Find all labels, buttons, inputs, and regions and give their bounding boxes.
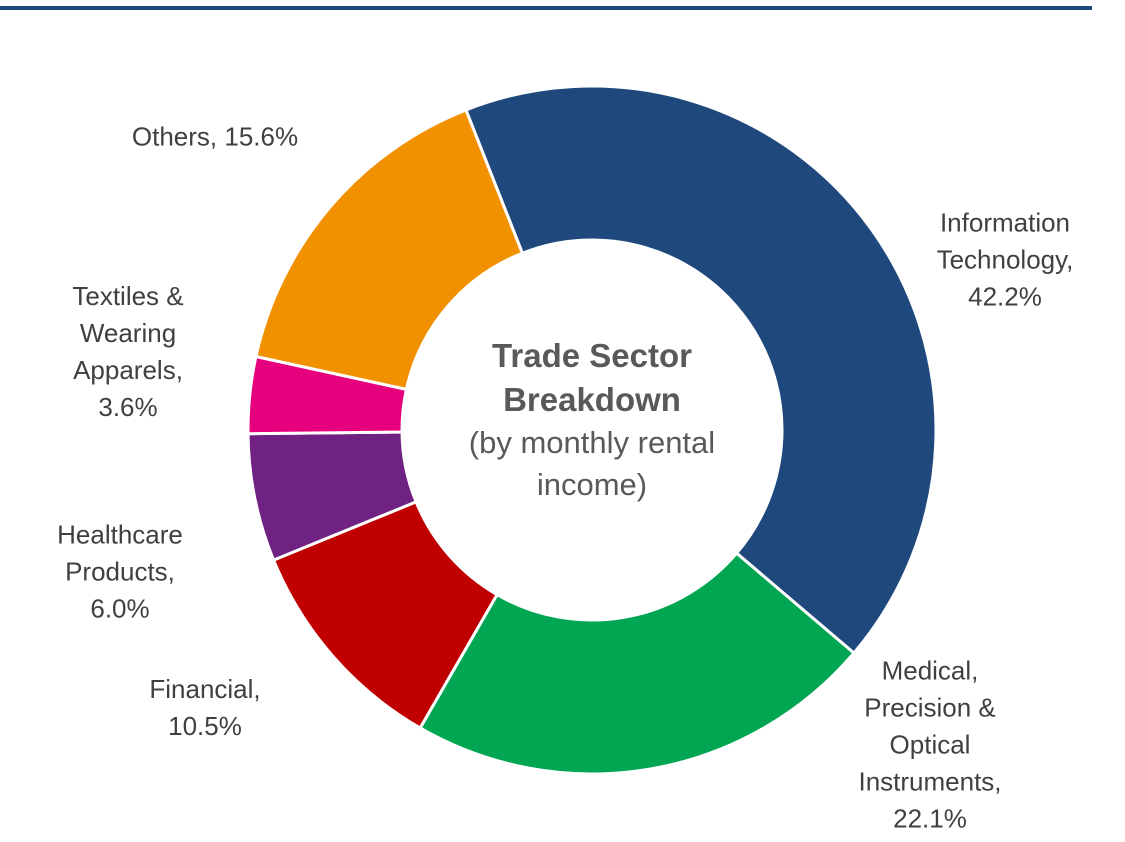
slice-label: Medical, Precision & Optical Instruments…	[840, 653, 1020, 838]
value-label: 10.5%	[168, 711, 242, 741]
category-label: Textiles & Wearing Apparels,	[72, 281, 184, 385]
value-label: 22.1%	[893, 803, 967, 834]
slice-label: Healthcare Products, 6.0%	[40, 517, 200, 628]
category-label: Medical, Precision & Optical Instruments…	[858, 655, 1002, 797]
value-label: 15.6%	[224, 121, 299, 152]
center-text: Trade Sector Breakdown (by monthly renta…	[457, 334, 727, 506]
value-label: 6.0%	[90, 593, 150, 624]
value-label: 3.6%	[98, 392, 158, 422]
category-label: Information Technology,	[936, 207, 1074, 275]
slices	[246, 84, 938, 776]
slice-label: Textiles & Wearing Apparels, 3.6%	[53, 278, 203, 426]
donut-slice	[463, 84, 938, 656]
donut-slice	[254, 107, 525, 392]
donut-slice	[418, 551, 857, 776]
category-label: Financial,	[149, 674, 261, 704]
slice-label: Others, 15.6%	[65, 119, 365, 156]
slice-label: Financial, 10.5%	[125, 671, 285, 745]
chart-title: Trade Sector Breakdown	[492, 337, 692, 418]
value-label: 42.2%	[968, 281, 1042, 312]
chart-subtitle: (by monthly rental income)	[468, 425, 716, 502]
category-label: Others,	[131, 121, 218, 152]
top-rule	[0, 6, 1092, 10]
slice-label: Information Technology, 42.2%	[905, 205, 1105, 316]
category-label: Healthcare Products,	[57, 519, 183, 587]
